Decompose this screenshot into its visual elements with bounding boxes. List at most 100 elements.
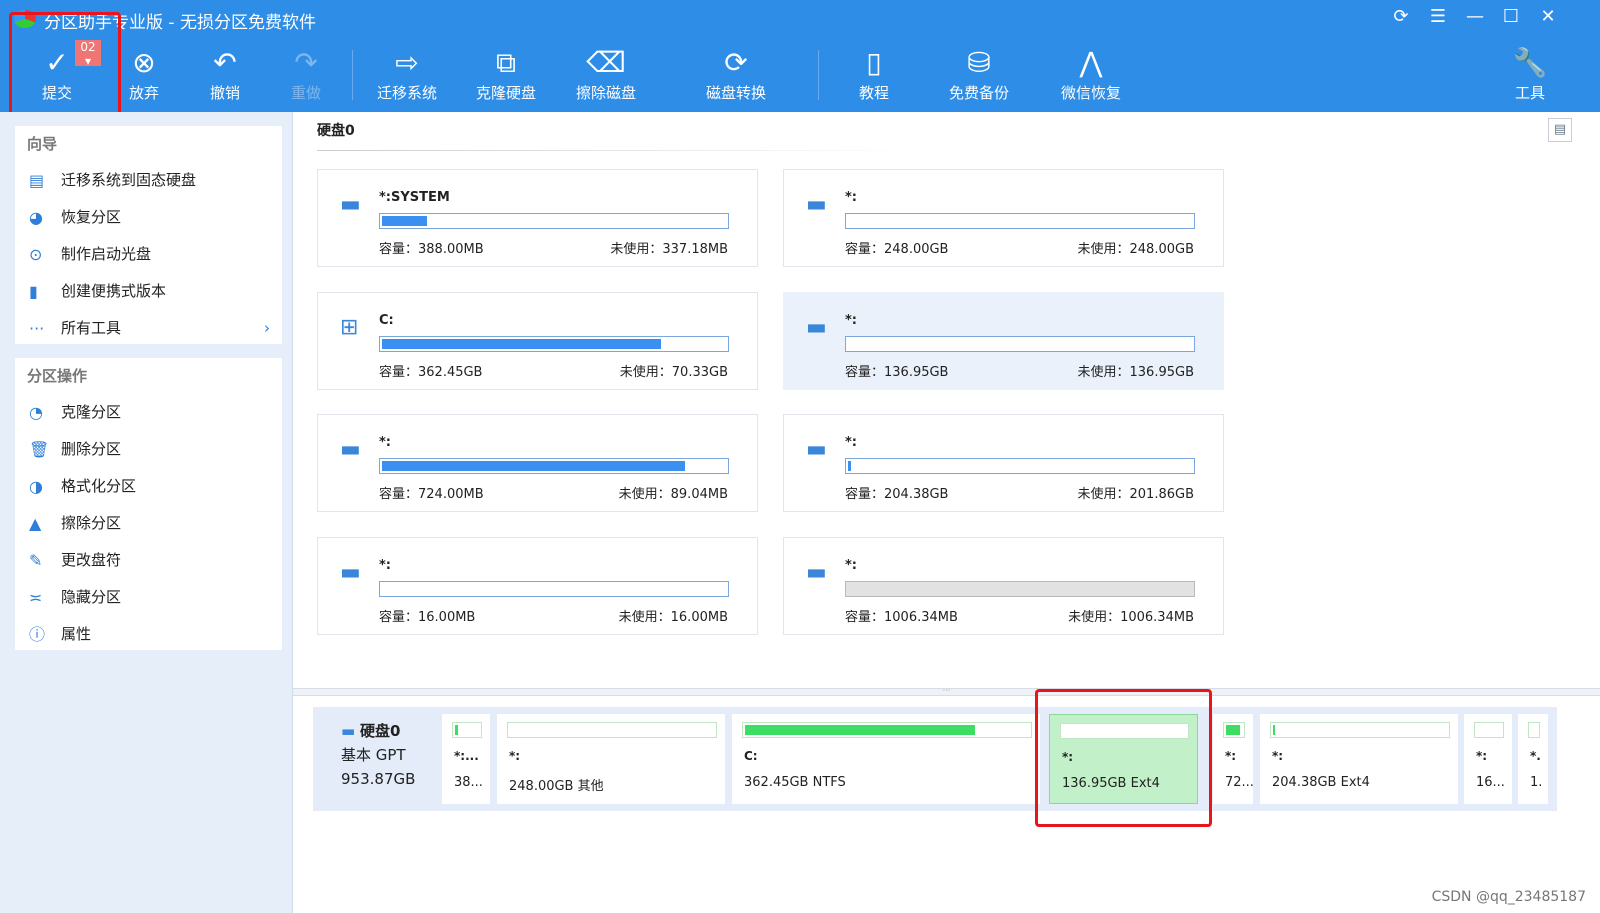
partition-card[interactable]: ▬ *: 容量：724.00MB 未使用：89.04MB: [317, 414, 758, 513]
migrate-os-icon: ⇨: [395, 46, 419, 79]
partition-card[interactable]: ▬ *:SYSTEM 容量：388.00MB 未使用：337.18MB: [317, 169, 758, 267]
sidebar-item-more[interactable]: ··· 所有工具 ›: [15, 310, 282, 347]
view-toggle-icon[interactable]: ▤: [1548, 118, 1572, 142]
toolbar-button-wipe-disk[interactable]: ⌫ 擦除磁盘: [566, 44, 646, 103]
capacity-label: 容量：204.38GB: [845, 487, 949, 503]
partition-name: *:: [1476, 749, 1488, 763]
partition-info: 362.45GB NTFS: [744, 775, 846, 790]
partition-name: *:SYSTEM: [379, 190, 450, 205]
usage-bar-fill: [1273, 725, 1275, 735]
free-space-label: 未使用：89.04MB: [618, 487, 728, 503]
usage-bar-fill: [382, 216, 427, 226]
free-space-label: 未使用：248.00GB: [1077, 242, 1194, 257]
disk-map-partition[interactable]: C: 362.45GB NTFS: [732, 714, 1040, 804]
usage-bar: [379, 213, 729, 229]
toolbar-button-discard[interactable]: ⊗ 放弃: [104, 44, 184, 103]
sidebar-item-label: 格式化分区: [61, 477, 137, 495]
minimize-icon[interactable]: —: [1466, 6, 1484, 27]
toolbar-button-migrate-os[interactable]: ⇨ 迁移系统: [367, 44, 447, 103]
wizard-header: 向导: [27, 135, 58, 153]
toolbar-label: 微信恢复: [1060, 84, 1121, 102]
sidebar-item-label: 制作启动光盘: [61, 245, 152, 263]
toolbar-label: 免费备份: [948, 84, 1009, 102]
toolbar-button-tools[interactable]: 🔧 工具: [1490, 44, 1570, 103]
free-space-label: 未使用：201.86GB: [1077, 487, 1194, 503]
windows-icon: ⊞: [340, 314, 359, 340]
partition-card[interactable]: ⊞ C: 容量：362.45GB 未使用：70.33GB: [317, 291, 758, 390]
sidebar-item-wipe[interactable]: ▲ 擦除分区: [15, 505, 282, 542]
free-space-label: 未使用：16.00MB: [618, 610, 728, 626]
partition-card[interactable]: ▬ *: 容量：136.95GB 未使用：136.95GB: [783, 291, 1224, 390]
free-space-label: 未使用：1006.34MB: [1068, 610, 1194, 626]
partition-card[interactable]: ▬ *: 容量：204.38GB 未使用：201.86GB: [783, 414, 1224, 513]
operations-header: 分区操作: [27, 367, 88, 385]
usage-bar-fill: [382, 338, 661, 349]
sidebar-item-portable[interactable]: ▮ 创建便携式版本: [15, 273, 282, 310]
usage-bar: [845, 458, 1195, 475]
sidebar-item-hide[interactable]: ≍ 隐藏分区: [15, 579, 282, 616]
toolbar-button-wechat-recovery[interactable]: ⋀ 微信恢复: [1051, 44, 1131, 103]
disk-type: 基本 GPT: [341, 746, 406, 764]
disk-map-partition[interactable]: *: 16...: [1464, 714, 1512, 804]
toolbar-button-check[interactable]: ✓ 提交: [17, 44, 97, 103]
menu-icon[interactable]: ☰: [1429, 6, 1447, 27]
partition-card[interactable]: ▬ *: 容量：1006.34MB 未使用：1006.34MB: [783, 537, 1224, 636]
toolbar: ✓ 提交 ⊗ 放弃 ↶ 撤销 ↷ 重做 ⇨ 迁移系统 ⧉ 克隆硬盘 ⌫ 擦除磁盘 ⟳ 磁盘转换 ▯ 教程 ⛁ 免费备份…: [0, 38, 1600, 112]
disk-map-partition[interactable]: *:... 38...: [442, 714, 490, 804]
sidebar-item-info[interactable]: ⓘ 属性: [15, 616, 282, 653]
tools-icon: 🔧: [1512, 46, 1548, 79]
usage-bar: [1528, 722, 1540, 738]
toolbar-button-clone-disk[interactable]: ⧉ 克隆硬盘: [466, 44, 546, 103]
usage-bar: [845, 213, 1195, 229]
divider: [317, 150, 917, 151]
disk-name: 硬盘0: [359, 722, 401, 740]
sidebar-item-recover[interactable]: ◕ 恢复分区: [15, 199, 282, 236]
disk-map-partition[interactable]: *: 136.95GB Ext4: [1049, 714, 1198, 804]
toolbar-button-convert-disk[interactable]: ⟳ 磁盘转换: [696, 44, 776, 103]
partition-name: *:: [845, 435, 857, 451]
toolbar-label: 擦除磁盘: [575, 84, 636, 102]
sidebar-item-edit[interactable]: ✎ 更改盘符: [15, 542, 282, 579]
drive-icon: ▬: [340, 437, 361, 463]
sidebar-item-clone-partition[interactable]: ◔ 克隆分区: [15, 394, 282, 431]
drive-icon: ▬: [340, 192, 361, 217]
capacity-label: 容量：388.00MB: [379, 242, 484, 257]
disk-map-partition[interactable]: *: 248.00GB 其他: [497, 714, 725, 804]
format-icon: ◑: [29, 477, 43, 496]
disk-map-partition[interactable]: *. 1.: [1518, 714, 1548, 804]
maximize-icon[interactable]: ☐: [1502, 6, 1520, 27]
drive-icon: ▬: [340, 560, 361, 586]
sidebar-item-migrate[interactable]: ▤ 迁移系统到固态硬盘: [15, 162, 282, 199]
highlight-box: [1035, 689, 1212, 827]
pending-operations-badge[interactable]: 02 ▾: [75, 40, 101, 68]
disk-map-partition[interactable]: *: 72...: [1213, 714, 1253, 804]
sidebar-item-label: 属性: [61, 625, 92, 643]
redo-icon: ↷: [294, 46, 318, 79]
partition-info: 204.38GB Ext4: [1272, 775, 1370, 790]
convert-disk-icon: ⟳: [724, 46, 748, 79]
clone-partition-icon: ◔: [29, 403, 43, 422]
window-title: 分区助手专业版 - 无损分区免费软件: [44, 13, 316, 33]
sidebar-item-bootdisk[interactable]: ⊙ 制作启动光盘: [15, 236, 282, 273]
wechat-recovery-icon: ⋀: [1079, 46, 1103, 79]
toolbar-label: 工具: [1514, 84, 1545, 102]
usage-bar-fill: [455, 725, 459, 735]
panel-splitter[interactable]: ···: [293, 687, 1600, 696]
toolbar-label: 重做: [290, 84, 321, 102]
disk-info[interactable]: ▬ 硬盘0 基本 GPT 953.87GB: [341, 719, 415, 791]
disk-map: ▬ 硬盘0 基本 GPT 953.87GB *:... 38... *: 248.00…: [313, 707, 1557, 811]
toolbar-button-redo[interactable]: ↷ 重做: [266, 44, 346, 103]
partition-card[interactable]: ▬ *: 容量：16.00MB 未使用：16.00MB: [317, 537, 758, 636]
close-icon[interactable]: ✕: [1540, 6, 1556, 27]
toolbar-button-undo[interactable]: ↶ 撤销: [185, 44, 265, 103]
refresh-icon[interactable]: ⟳: [1393, 6, 1409, 27]
disk-map-partition[interactable]: *: 204.38GB Ext4: [1260, 714, 1458, 804]
toolbar-button-backup[interactable]: ⛁ 免费备份: [939, 44, 1019, 103]
tutorial-icon: ▯: [866, 46, 882, 79]
sidebar-item-format[interactable]: ◑ 格式化分区: [15, 468, 282, 505]
toolbar-label: 放弃: [128, 84, 159, 102]
sidebar-item-delete[interactable]: 🗑 删除分区: [15, 431, 282, 468]
usage-bar: [742, 722, 1032, 738]
partition-card[interactable]: ▬ *: 容量：248.00GB 未使用：248.00GB: [783, 169, 1224, 267]
toolbar-button-tutorial[interactable]: ▯ 教程: [834, 44, 914, 103]
